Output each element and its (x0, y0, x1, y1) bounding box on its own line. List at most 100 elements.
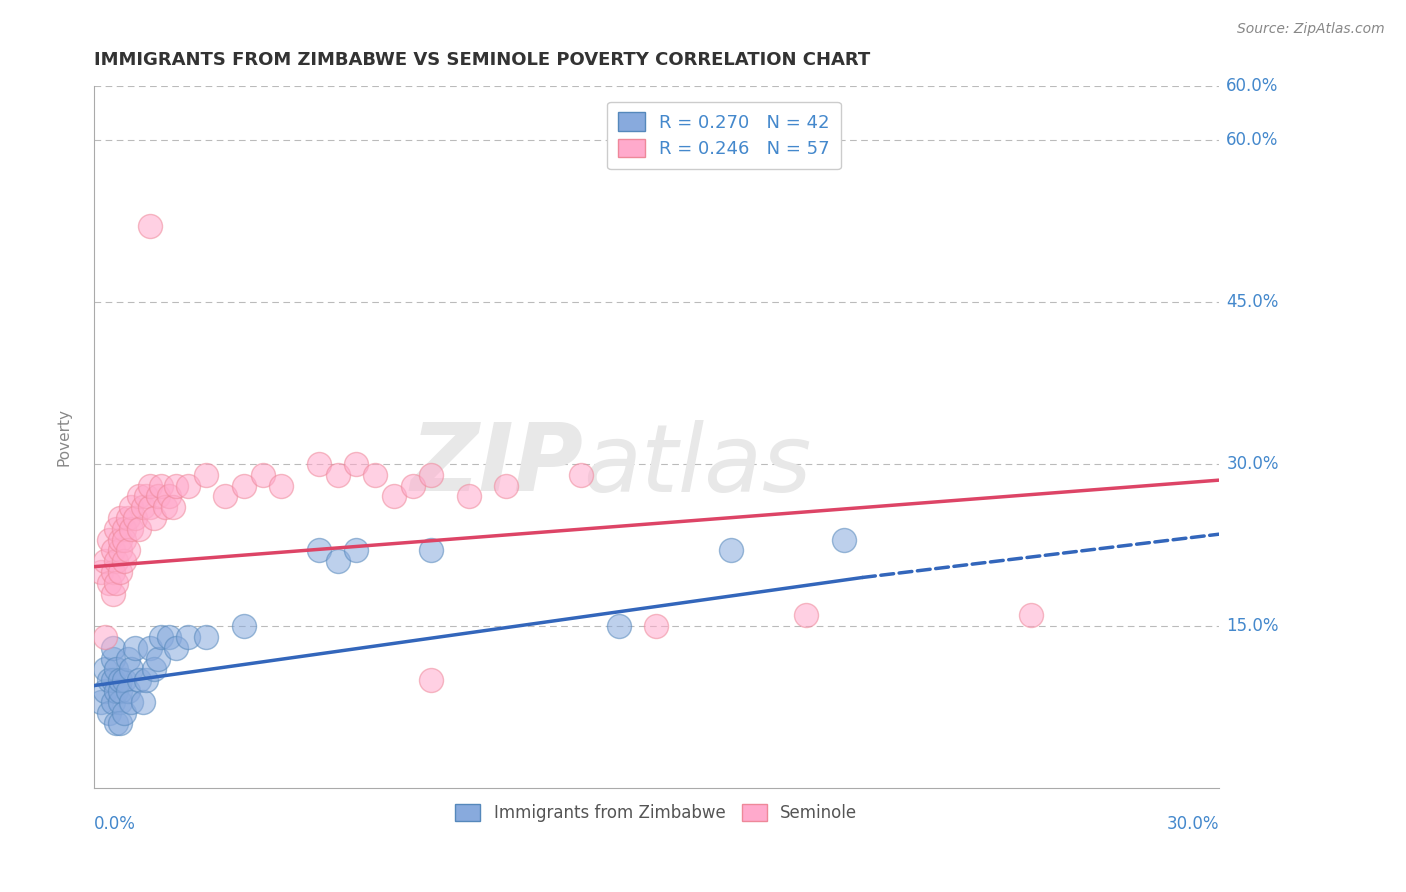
Point (98, 575, 121, 590)
Point (569, 467, 592, 482)
Point (105, 575, 128, 590)
Text: Source: ZipAtlas.com: Source: ZipAtlas.com (1237, 22, 1385, 37)
Point (162, 500, 184, 515)
Text: atlas: atlas (583, 419, 811, 510)
Point (139, 640, 162, 655)
Point (420, 543, 443, 558)
Point (157, 630, 180, 644)
Point (607, 619, 630, 633)
Point (110, 511, 132, 525)
Point (326, 467, 349, 482)
Point (252, 467, 274, 482)
Point (382, 489, 405, 503)
Point (143, 511, 166, 525)
Point (112, 522, 135, 536)
Point (794, 608, 817, 623)
Point (150, 478, 173, 492)
Point (110, 684, 132, 698)
Point (112, 533, 135, 547)
Point (139, 219, 162, 233)
Point (94, 630, 117, 644)
Point (326, 554, 349, 568)
Point (150, 630, 173, 644)
Point (105, 554, 128, 568)
Point (101, 543, 124, 558)
Text: 30.0%: 30.0% (1166, 815, 1219, 833)
Point (135, 489, 157, 503)
Point (155, 500, 177, 515)
Point (98, 706, 121, 720)
Point (110, 716, 132, 731)
Point (117, 511, 139, 525)
Point (128, 522, 150, 536)
Point (233, 478, 256, 492)
Point (143, 662, 166, 676)
Point (1019, 608, 1042, 623)
Point (195, 467, 218, 482)
Point (98, 673, 121, 688)
Point (121, 522, 143, 536)
Text: IMMIGRANTS FROM ZIMBABWE VS SEMINOLE POVERTY CORRELATION CHART: IMMIGRANTS FROM ZIMBABWE VS SEMINOLE POV… (94, 51, 870, 69)
Point (105, 522, 128, 536)
Point (495, 478, 517, 492)
Point (645, 619, 668, 633)
Point (101, 587, 124, 601)
Point (346, 543, 368, 558)
Point (364, 467, 387, 482)
Point (139, 500, 162, 515)
Point (101, 640, 124, 655)
Point (117, 543, 139, 558)
Text: 60.0%: 60.0% (1226, 77, 1278, 95)
Point (101, 651, 124, 665)
Point (117, 684, 139, 698)
Point (177, 630, 200, 644)
Point (121, 500, 143, 515)
Point (308, 543, 330, 558)
Point (110, 543, 132, 558)
Point (135, 673, 157, 688)
Point (105, 684, 128, 698)
Point (105, 716, 128, 731)
Point (157, 489, 180, 503)
Text: 0.0%: 0.0% (94, 815, 136, 833)
Point (124, 511, 146, 525)
Point (101, 565, 124, 579)
Text: 30.0%: 30.0% (1226, 455, 1278, 473)
Point (90, 695, 112, 709)
Point (832, 533, 855, 547)
Point (346, 457, 368, 471)
Point (420, 467, 443, 482)
Point (166, 640, 188, 655)
Point (101, 673, 124, 688)
Point (98, 533, 121, 547)
Point (94, 662, 117, 676)
Point (177, 478, 200, 492)
Point (105, 662, 128, 676)
Point (308, 457, 330, 471)
Legend: Immigrants from Zimbabwe, Seminole: Immigrants from Zimbabwe, Seminole (449, 797, 865, 830)
Point (110, 565, 132, 579)
Point (720, 543, 742, 558)
Point (270, 478, 292, 492)
Point (110, 695, 132, 709)
Point (146, 489, 169, 503)
Point (110, 673, 132, 688)
Point (457, 489, 479, 503)
Point (112, 673, 135, 688)
Point (124, 640, 146, 655)
Point (214, 489, 236, 503)
Point (128, 673, 150, 688)
Point (420, 673, 443, 688)
Point (233, 619, 256, 633)
Point (112, 554, 135, 568)
Point (132, 695, 155, 709)
Point (128, 489, 150, 503)
Text: ZIP: ZIP (411, 419, 583, 511)
Point (402, 478, 425, 492)
Point (166, 478, 188, 492)
Point (139, 478, 162, 492)
Point (117, 651, 139, 665)
Point (101, 695, 124, 709)
Text: 15.0%: 15.0% (1226, 617, 1278, 635)
Point (90, 565, 112, 579)
